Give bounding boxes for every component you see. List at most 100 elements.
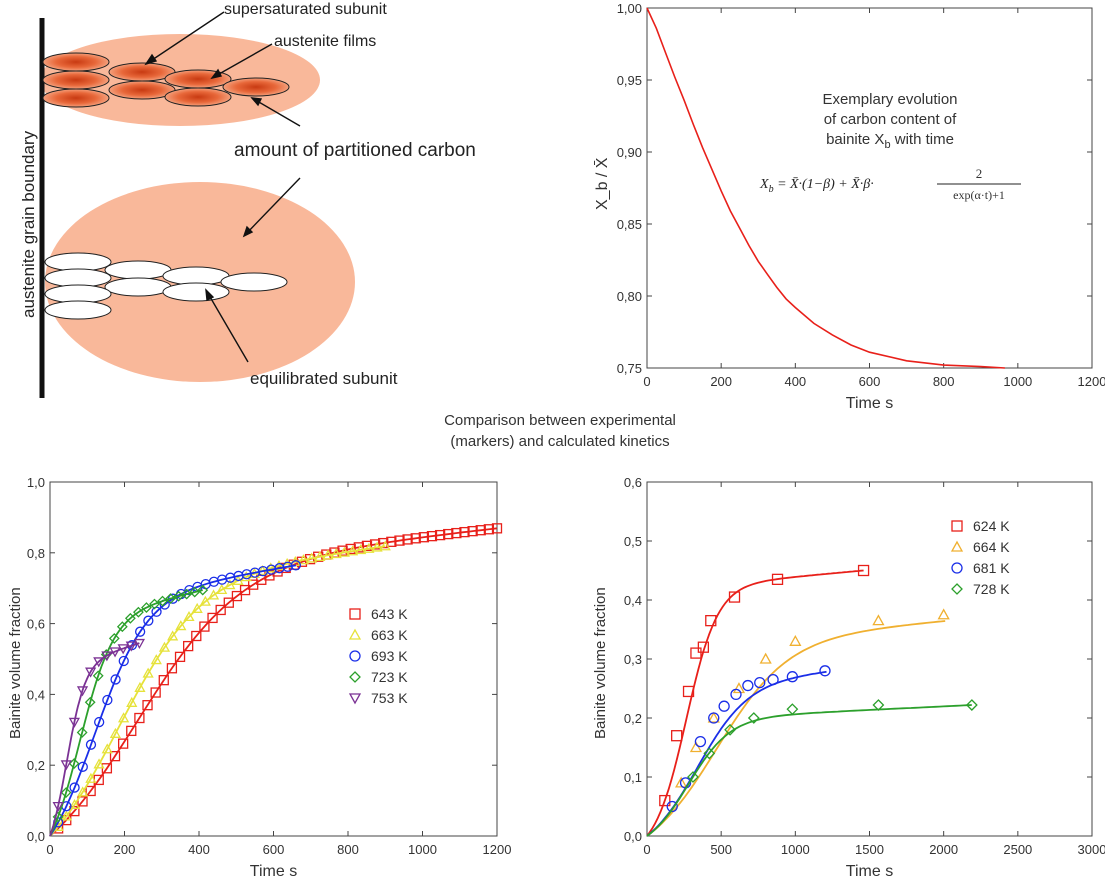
series-723k [49,584,209,837]
data-point [223,597,234,608]
comparison-caption: Comparison between experimental (markers… [380,410,740,452]
legend-marker [349,608,361,620]
y-tick-label: 0,0 [624,829,642,844]
y-axis-label: Bainite volume fraction [592,587,609,739]
x-tick-label: 0 [643,374,650,389]
data-point [724,723,736,736]
data-point [199,595,211,606]
x-tick-label: 400 [188,842,210,857]
data-point [434,529,446,541]
data-point [150,654,162,665]
x-axis-label: Time s [250,863,297,880]
x-tick-label: 800 [337,842,359,857]
x-tick-label: 600 [859,374,881,389]
data-point [730,688,742,701]
data-point [459,526,470,538]
bainite-subunit-schematic: austenite grain boundary supersaturated … [19,1,476,398]
data-point [183,610,195,622]
data-point [118,655,129,667]
caption-line-2: (markers) and calculated kinetics [450,433,670,450]
y-axis-label: Bainite volume fraction [7,587,24,739]
data-point [110,674,121,685]
data-point [265,562,277,573]
data-point [174,651,186,663]
data-point [207,612,218,624]
data-point [93,758,105,769]
x-tick-label: 1000 [781,842,810,857]
x-axis-label: Time s [846,863,893,880]
data-point [173,590,185,602]
data-point [786,703,799,716]
data-point [143,615,154,626]
y-tick-label: 0,3 [624,652,642,667]
data-point [659,794,671,807]
x-tick-label: 1200 [1078,374,1105,389]
x-tick-label: 2500 [1003,842,1032,857]
legend-label: 723 K [371,669,408,685]
supersaturated-subunits [42,52,290,108]
annotation-line-1: Exemplary evolution [822,91,957,108]
data-point [386,536,397,547]
formula-sub: b [769,184,774,195]
data-point [101,743,113,754]
data-point [231,590,243,602]
x-tick-label: 200 [114,842,136,857]
data-point [273,560,285,571]
legend-label: 753 K [371,690,408,706]
data-point [789,634,802,646]
data-point [708,712,720,724]
data-point [965,699,978,711]
data-point [124,612,136,624]
data-point [675,776,688,788]
data-point [175,620,187,631]
label-supersaturated: supersaturated subunit [224,1,387,18]
y-tick-label: 0,6 [624,475,642,490]
fit-curve [646,569,864,837]
data-point [142,667,154,678]
data-point [165,593,176,604]
fit-curve [49,589,203,837]
y-tick-label: 0,8 [27,546,45,561]
data-point [76,727,88,738]
fit-curve [49,545,386,837]
data-point [126,725,137,737]
data-point [767,673,779,686]
data-point [355,544,367,555]
data-point [345,543,356,555]
legend-marker [951,562,963,574]
data-point [92,670,104,682]
data-point [937,608,950,620]
data-point [133,606,144,618]
y-tick-label: 0,0 [27,829,45,844]
y-tick-label: 0,4 [624,593,642,608]
legend-label: 728 K [973,581,1010,597]
label-partitioned-carbon: amount of partitioned carbon [234,140,476,161]
data-point [68,798,81,810]
data-point [754,676,766,689]
y-tick-label: 0,2 [27,758,45,773]
caption-line-1: Comparison between experimental [444,412,676,429]
label-equilibrated: equilibrated subunit [250,369,398,388]
data-point [346,545,359,556]
y-tick-label: 0,5 [624,534,642,549]
data-point [134,626,146,637]
data-point [443,528,454,540]
formula-rhs: = X̄·(1−β) + X̄·β· [774,177,874,192]
series-728k [646,699,978,837]
data-point [314,550,326,561]
data-point [694,735,707,748]
data-point [771,573,784,585]
data-point [330,547,342,559]
y-tick-label: 1,00 [617,1,642,16]
carbon-evolution-chart: 0 200 400 600 800 1000 1200 0,75 0,80 0,85 0,90 0,9… [594,1,1105,412]
data-point [703,747,716,760]
series-664k [646,608,950,837]
data-point [149,598,160,610]
plot-frame [646,481,1093,837]
x-tick-label: 1000 [408,842,437,857]
label-austenite-films: austenite films [274,33,376,50]
data-point [306,552,318,563]
data-point [216,583,228,595]
equilibrated-subunits [44,252,288,320]
y-tick-label: 0,75 [617,361,642,376]
